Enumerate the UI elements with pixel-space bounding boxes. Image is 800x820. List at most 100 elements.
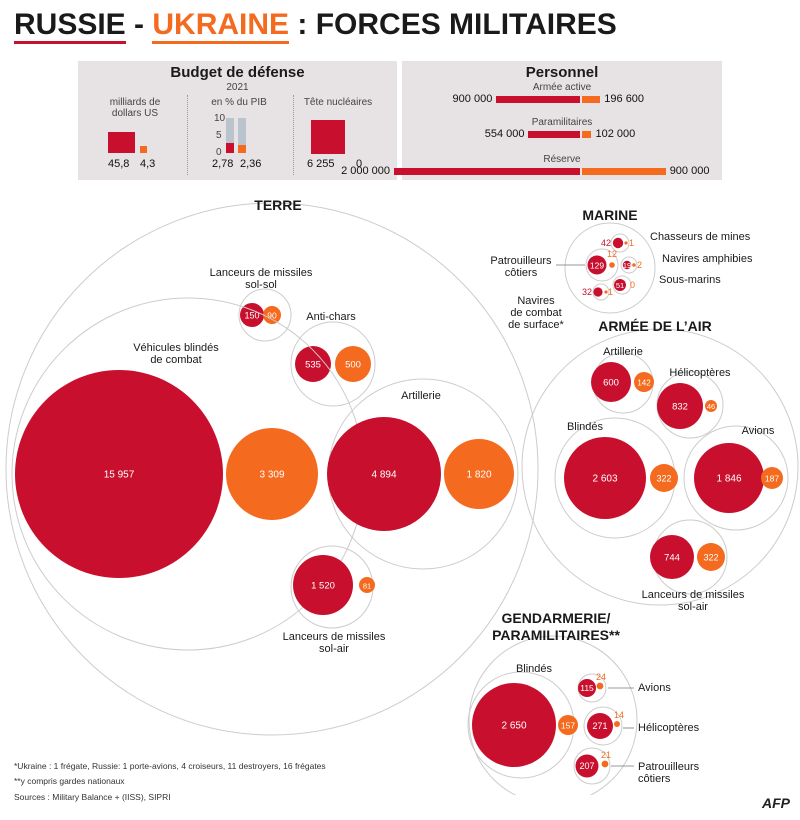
- pib-ukraine-track: [238, 118, 246, 153]
- terre-solair-ukraine-value: 81: [363, 582, 371, 591]
- footnote-sources: Sources : Military Balance + (IISS), SIP…: [14, 792, 171, 802]
- terre-solair-ukraine: [359, 577, 375, 593]
- gend-avions-russia-bubble: [578, 679, 596, 697]
- marine-amphib-russia-value: 19: [623, 261, 631, 270]
- air-helico-ukraine-bubble: [705, 400, 717, 412]
- personnel-row-label: Armée active: [532, 82, 592, 93]
- marine-surface-ukraine-bubble: [604, 290, 608, 294]
- terre-title: TERRE: [254, 197, 301, 213]
- personnel-russia-bar: [528, 131, 580, 138]
- terre-solsol-ring: [238, 288, 292, 342]
- marine-patrol-label: Patrouilleurs: [490, 255, 552, 267]
- air-blindes-ukraine: [650, 464, 678, 492]
- marine-title: MARINE: [582, 207, 637, 223]
- marine-mines-label: Chasseurs de mines: [650, 231, 751, 243]
- usd-label: milliards de dollars US: [109, 97, 161, 119]
- marine-surface-ring: [592, 283, 610, 301]
- terre-vehicles-label: de combat: [150, 354, 201, 366]
- personnel-row-label: Réserve: [543, 154, 581, 165]
- usd-russia-value: 45,8: [108, 158, 130, 170]
- air-avions-label: Avions: [742, 425, 775, 437]
- air-avions-ukraine-value: 187: [765, 474, 779, 484]
- personnel-russia-bar: [496, 96, 580, 103]
- nuke-ukraine-value: 0: [356, 158, 363, 170]
- terre-artillerie-ukraine: [444, 439, 514, 509]
- pib-tick-10: 10: [214, 113, 226, 124]
- air-solair-russia-value: 744: [664, 553, 680, 564]
- personnel-ukraine-value: 900 000: [669, 165, 710, 177]
- gend-helico-ukraine-bubble: [614, 721, 620, 727]
- marine-mines-russia-bubble: [612, 237, 624, 249]
- usd-russia-square: [108, 132, 135, 153]
- personnel-russia-value: 900 000: [452, 93, 493, 105]
- gend-patrol-russia-value: 207: [579, 761, 594, 771]
- gend-patrol-label: Patrouilleurs: [638, 761, 700, 773]
- usd-ukraine-value: 4,3: [140, 158, 156, 170]
- usd-ukraine-square: [140, 146, 147, 153]
- gend-avions-ukraine-bubble: [596, 682, 604, 690]
- marine-patrol-ring: [585, 248, 619, 282]
- pib-label: en % du PIB: [211, 97, 267, 108]
- air-avions-ukraine: [761, 467, 783, 489]
- marine-mines-ukraine-value: 1: [629, 238, 634, 248]
- air-helico-ring: [656, 371, 724, 439]
- footnote-frigates: *Ukraine : 1 frégate, Russie: 1 porte-av…: [14, 761, 326, 771]
- air-solair-label: sol-air: [678, 601, 708, 613]
- marine-mines-ukraine-bubble: [624, 241, 628, 245]
- air-helico-ukraine-value: 46: [707, 402, 715, 411]
- gend-patrol-russia-bubble: [575, 754, 599, 778]
- marine-group-ring: [564, 222, 656, 314]
- pib-ukraine-value: 2,36: [240, 158, 262, 170]
- gend-title-line2: PARAMILITAIRES**: [492, 627, 620, 643]
- gend-blindes-ukraine-value: 157: [561, 721, 575, 731]
- terre-vehicles-ukraine: [226, 428, 318, 520]
- marine-surface-label: Navires: [517, 295, 555, 307]
- budget-year: 2021: [226, 82, 249, 93]
- terre-solsol-label: sol-sol: [245, 279, 277, 291]
- gend-helico-ukraine-value: 14: [614, 710, 624, 720]
- terre-antichars-russia-value: 535: [305, 360, 321, 371]
- terre-artillerie-russia-value: 4 894: [371, 470, 396, 481]
- marine-surface-label: de surface*: [508, 319, 564, 331]
- air-avions-russia: [694, 443, 764, 513]
- personnel-ukraine-value: 196 600: [604, 93, 645, 105]
- pib-russia-track: [226, 118, 234, 153]
- gend-helico-label: Hélicoptères: [638, 722, 700, 734]
- terre-group-ring: [5, 202, 539, 736]
- air-artillerie-ukraine-value: 142: [637, 379, 651, 388]
- air-solair-label: Lanceurs de missiles: [642, 589, 745, 601]
- terre-solsol-ukraine: [263, 306, 281, 324]
- air-helico-russia-value: 832: [672, 402, 688, 413]
- gend-patrol-ukraine-bubble: [601, 760, 609, 768]
- air-artillerie-ukraine: [634, 372, 654, 392]
- marine-patrol-label: côtiers: [505, 267, 538, 279]
- title-ukraine: UKRAINE: [152, 8, 290, 44]
- air-avions-ring: [683, 425, 789, 531]
- personnel-ukraine-bar: [582, 131, 592, 138]
- terre-antichars-ukraine-value: 500: [345, 360, 361, 371]
- personnel-ukraine-bar: [582, 168, 666, 175]
- air-solair-ukraine: [697, 543, 725, 571]
- marine-sub-russia-value: 51: [616, 281, 624, 290]
- air-blindes-russia-value: 2 603: [592, 474, 617, 485]
- terre-solair-russia: [293, 555, 353, 615]
- air-helico-label: Hélicoptères: [669, 367, 731, 379]
- gend-blindes-russia: [472, 683, 556, 767]
- gend-title-line1: GENDARMERIE/: [502, 610, 611, 626]
- personnel-russia-value: 2 000 000: [341, 165, 390, 177]
- budget-divider-1: [187, 95, 188, 175]
- terre-artillerie-russia: [327, 417, 441, 531]
- title-russia: RUSSIE: [14, 8, 126, 44]
- air-helico-russia: [657, 383, 703, 429]
- marine-patrol-ukraine-bubble: [609, 262, 615, 268]
- terre-vehicles-ukraine-value: 3 309: [259, 470, 284, 481]
- marine-sub-russia-bubble: [614, 279, 626, 291]
- marine-amphib-label: Navires amphibies: [662, 253, 753, 265]
- budget-panel: Budget de défense 2021 milliards de doll…: [78, 61, 397, 180]
- air-solair-ukraine-value: 322: [703, 553, 718, 563]
- gend-patrol-label: côtiers: [638, 773, 671, 785]
- marine-mines-ring: [610, 233, 630, 253]
- terre-antichars-ring: [290, 321, 376, 407]
- marine-amphib-russia-bubble: [622, 260, 632, 270]
